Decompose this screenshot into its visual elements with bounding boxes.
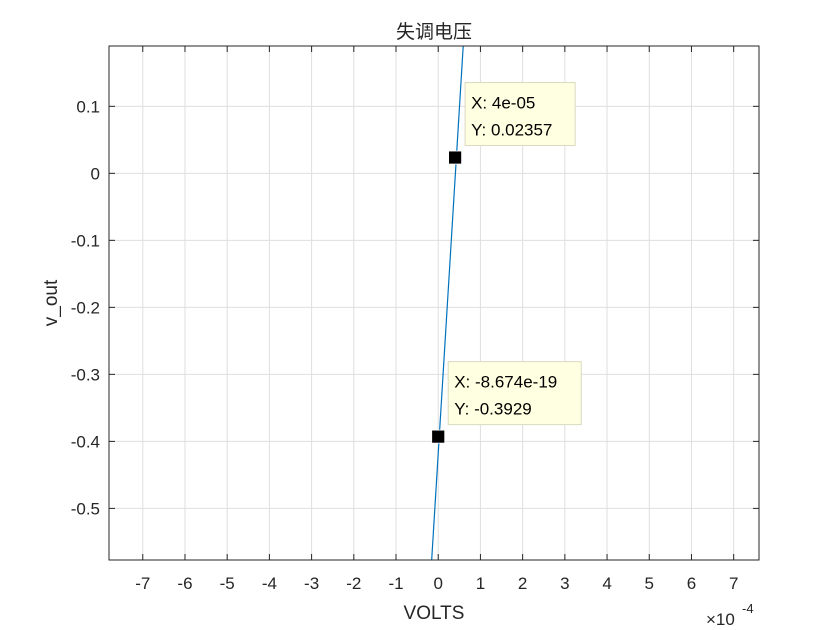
axes-background bbox=[109, 46, 759, 560]
x-tick-label: 7 bbox=[729, 574, 738, 593]
x-tick-label: 1 bbox=[476, 574, 485, 593]
y-tick-label: -0.4 bbox=[71, 432, 100, 451]
datatips: X: 4e-05 Y: 0.02357 X: -8.674e-19 Y: -0.392… bbox=[431, 82, 582, 444]
datatip[interactable]: X: 4e-05 Y: 0.02357 bbox=[448, 82, 576, 165]
datatip-box bbox=[464, 82, 576, 147]
datatip-y-text: Y: 0.02357 bbox=[471, 121, 552, 140]
x-axis-label: VOLTS bbox=[404, 603, 465, 624]
y-tick-label: -0.3 bbox=[71, 365, 100, 384]
x-tick-label: 4 bbox=[602, 574, 611, 593]
datatip-marker[interactable] bbox=[431, 429, 446, 444]
x-exponent-label: ×10 -4 bbox=[706, 601, 754, 629]
y-axis-label: v_out bbox=[41, 279, 62, 326]
tick-labels: -7 -6 -5 -4 -3 -2 -1 0 1 2 3 4 5 6 7 -0.5 -0.4 -0.3 -0.2 -0… bbox=[71, 97, 739, 593]
y-tick-label: -0.5 bbox=[71, 499, 100, 518]
x-tick-label: 2 bbox=[518, 574, 527, 593]
x-tick-label: -5 bbox=[220, 574, 235, 593]
x-tick-label: 6 bbox=[687, 574, 696, 593]
x-tick-label: -1 bbox=[388, 574, 403, 593]
datatip-marker[interactable] bbox=[448, 150, 463, 165]
x-tick-label: -2 bbox=[346, 574, 361, 593]
x-tick-label: -3 bbox=[304, 574, 319, 593]
x-tick-label: -6 bbox=[177, 574, 192, 593]
chart-title: 失调电压 bbox=[396, 21, 472, 43]
data-series bbox=[431, 45, 464, 561]
y-tick-label: 0.1 bbox=[76, 97, 100, 116]
x-tick-label: -7 bbox=[135, 574, 150, 593]
x-tick-label: 5 bbox=[645, 574, 654, 593]
datatip-y-text: Y: -0.3929 bbox=[454, 400, 532, 419]
x-exponent-power: -4 bbox=[742, 601, 754, 616]
axis-ticks bbox=[109, 46, 759, 560]
series-line bbox=[431, 45, 464, 561]
datatip[interactable]: X: -8.674e-19 Y: -0.3929 bbox=[431, 361, 582, 444]
axes-box bbox=[108, 45, 760, 561]
x-exponent-base: ×10 bbox=[706, 610, 735, 629]
y-tick-label: 0 bbox=[91, 164, 100, 183]
x-tick-label: 3 bbox=[560, 574, 569, 593]
datatip-x-text: X: 4e-05 bbox=[471, 94, 535, 113]
datatip-box bbox=[447, 361, 582, 426]
x-tick-label: -4 bbox=[262, 574, 277, 593]
x-tick-label: 0 bbox=[433, 574, 442, 593]
y-tick-label: -0.2 bbox=[71, 298, 100, 317]
y-tick-label: -0.1 bbox=[71, 231, 100, 250]
datatip-x-text: X: -8.674e-19 bbox=[454, 373, 557, 392]
